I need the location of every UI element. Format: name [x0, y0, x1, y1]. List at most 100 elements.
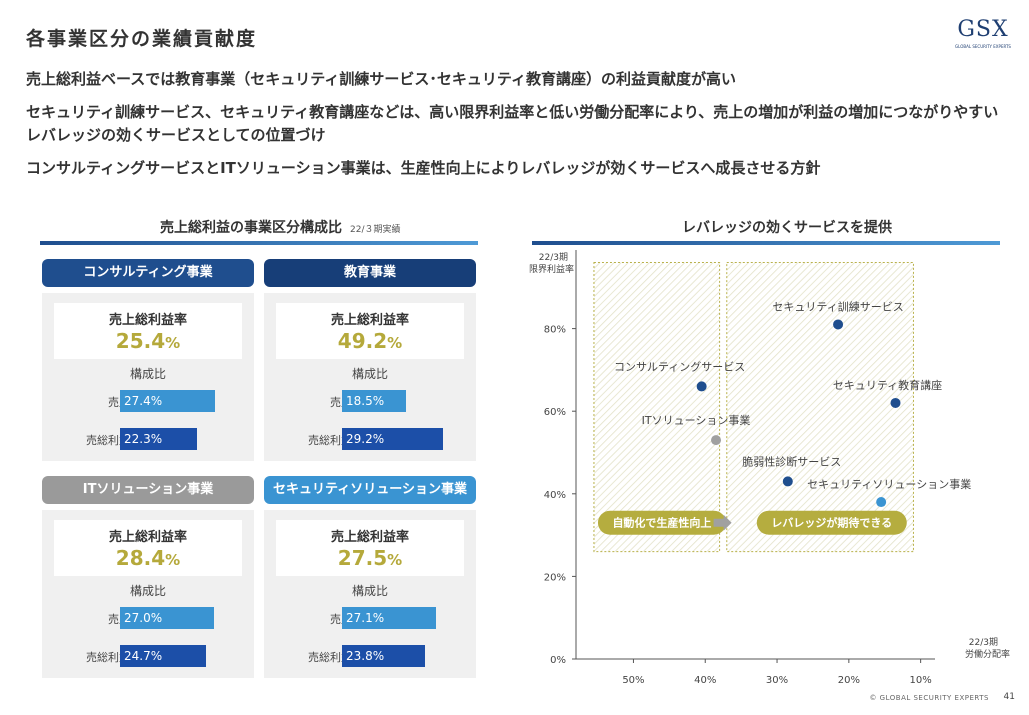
gross-margin-value: 49.2%	[276, 329, 464, 353]
scatter-point	[782, 476, 793, 487]
gross-margin-label: 売上総利益率	[330, 313, 409, 328]
y-axis-label-line2: 限界利益率	[529, 263, 574, 275]
y-axis-label-line1: 22/3期	[539, 252, 568, 263]
x-tick-label: 50%	[622, 675, 644, 686]
segment-header: セキュリティソリューション事業	[264, 476, 476, 504]
gross-profit-label: 売総利益	[308, 434, 352, 447]
chart-zone-1	[593, 262, 721, 553]
gross-profit-label: 売総利益	[308, 651, 352, 664]
scatter-point	[833, 319, 844, 330]
y-tick-label: 0%	[550, 655, 566, 666]
gross-margin-box: 売上総利益率 28.4%	[54, 520, 242, 576]
segment-body: 売上総利益率 27.5% 構成比 売上 27.1% 売総利益 23.8%	[264, 510, 476, 678]
gross-profit-label: 売総利益	[86, 651, 130, 664]
bullet-3: レバレッジの効くサービスとしての位置づけ	[26, 126, 326, 144]
x-axis-label-line2: 労働分配率	[965, 648, 1010, 660]
composition-title: 構成比	[351, 367, 388, 381]
gross-margin-label: 売上総利益率	[108, 530, 187, 545]
bullet-4: コンサルティングサービスとITソリューション事業は、生産性向上によりレバレッジが…	[26, 159, 821, 177]
segment-panel: コンサルティング事業 売上総利益率 25.4% 構成比 売上 27.4% 売総利…	[42, 259, 254, 461]
segment-body: 売上総利益率 25.4% 構成比 売上 27.4% 売総利益 22.3%	[42, 293, 254, 461]
bullet-2: セキュリティ訓練サービス、セキュリティ教育講座などは、高い限界利益率と低い労働分…	[26, 103, 999, 121]
gross-profit-bar: 23.8%	[342, 645, 425, 667]
scatter-point-label: セキュリティソリューション事業	[807, 478, 971, 491]
x-axis-label-line1: 22/3期	[969, 637, 998, 648]
segment-panel: セキュリティソリューション事業 売上総利益率 27.5% 構成比 売上 27.1…	[264, 476, 476, 678]
gross-margin-number: 27.5	[337, 546, 388, 570]
sales-row: 売上 27.4%	[42, 390, 254, 412]
logo-sub-text: GLOBAL SECURITY EXPERTS	[955, 44, 1011, 49]
y-tick-label: 60%	[544, 407, 566, 418]
leverage-scatter-chart: 自動化で生産性向上 レバレッジが期待できる 0% 20% 40% 60% 80% 50% 40%…	[529, 250, 1010, 686]
gross-margin-box: 売上総利益率 27.5%	[276, 520, 464, 576]
left-section-rule	[40, 241, 478, 245]
sales-row: 売上 27.0%	[42, 607, 254, 629]
gross-margin-number: 25.4	[115, 329, 166, 353]
gross-margin-value: 27.5%	[276, 546, 464, 570]
segment-header: ITソリューション事業	[42, 476, 254, 504]
gross-profit-row: 売総利益 22.3%	[42, 428, 254, 450]
bullet-1: 売上総利益ベースでは教育事業（セキュリティ訓練サービス･セキュリティ教育講座）の…	[26, 70, 736, 88]
sales-bar: 27.4%	[120, 390, 215, 412]
gross-margin-box: 売上総利益率 25.4%	[54, 303, 242, 359]
right-section-rule	[532, 241, 1000, 245]
gross-profit-label: 売総利益	[86, 434, 130, 447]
gross-profit-bar: 29.2%	[342, 428, 443, 450]
gross-margin-percent: %	[387, 334, 403, 352]
scatter-point-label: セキュリティ訓練サービス	[772, 299, 903, 313]
x-tick-label: 30%	[766, 675, 788, 686]
zone-label-productivity: 自動化で生産性向上	[612, 516, 711, 530]
gross-profit-bar: 22.3%	[120, 428, 197, 450]
gross-margin-percent: %	[165, 334, 181, 352]
gross-margin-label: 売上総利益率	[108, 313, 187, 328]
gross-margin-number: 49.2	[337, 329, 388, 353]
gross-margin-percent: %	[387, 551, 403, 569]
scatter-point-label: ITソリューション事業	[642, 414, 751, 427]
sales-bar: 27.1%	[342, 607, 436, 629]
scatter-point	[696, 381, 707, 392]
x-tick-label: 10%	[910, 675, 932, 686]
y-tick-label: 20%	[544, 572, 566, 583]
gross-profit-bar: 24.7%	[120, 645, 206, 667]
gross-margin-label: 売上総利益率	[330, 530, 409, 545]
right-section-title: レバレッジの効くサービスを提供	[682, 220, 892, 236]
gross-margin-value: 28.4%	[54, 546, 242, 570]
scatter-point-label: 脆弱性診断サービス	[742, 454, 841, 468]
zone-label-pill-productivity	[597, 510, 726, 535]
zone-arrow-icon	[713, 514, 732, 531]
segment-header: コンサルティング事業	[42, 259, 254, 287]
zone-label-pill-leverage	[756, 510, 907, 535]
sales-bar: 27.0%	[120, 607, 214, 629]
zone-label-leverage: レバレッジが期待できる	[771, 516, 892, 530]
segment-body: 売上総利益率 49.2% 構成比 売上 18.5% 売総利益 29.2%	[264, 293, 476, 461]
left-section-title: 売上総利益の事業区分構成比 22/３期実績	[160, 217, 401, 237]
composition-title: 構成比	[129, 367, 166, 381]
sales-row: 売上 27.1%	[264, 607, 476, 629]
x-tick-label: 40%	[694, 675, 716, 686]
scatter-point-label: コンサルティングサービス	[614, 359, 745, 373]
scatter-point	[711, 435, 722, 446]
y-tick-label: 40%	[544, 490, 566, 501]
scatter-point-label: セキュリティ教育講座	[833, 378, 942, 392]
composition-title: 構成比	[351, 584, 388, 598]
copyright-footer: © GLOBAL SECURITY EXPERTS	[869, 694, 989, 702]
gross-margin-number: 28.4	[115, 546, 166, 570]
left-section-title-text: 売上総利益の事業区分構成比	[160, 220, 342, 236]
segment-body: 売上総利益率 28.4% 構成比 売上 27.0% 売総利益 24.7%	[42, 510, 254, 678]
logo-main-text: GSX	[957, 17, 1009, 42]
page-title: 各事業区分の業績貢献度	[26, 28, 258, 50]
composition-title: 構成比	[129, 584, 166, 598]
x-tick-label: 20%	[838, 675, 860, 686]
sales-bar: 18.5%	[342, 390, 406, 412]
scatter-point	[890, 397, 901, 408]
gross-profit-row: 売総利益 23.8%	[264, 645, 476, 667]
segment-header: 教育事業	[264, 259, 476, 287]
y-tick-label: 80%	[544, 325, 566, 336]
left-section-note: 22/３期実績	[350, 225, 401, 235]
gross-profit-row: 売総利益 29.2%	[264, 428, 476, 450]
gsx-logo: GSX GLOBAL SECURITY EXPERTS	[953, 17, 1013, 50]
segment-panel: 教育事業 売上総利益率 49.2% 構成比 売上 18.5% 売総利益 29.2…	[264, 259, 476, 461]
gross-margin-box: 売上総利益率 49.2%	[276, 303, 464, 359]
segment-panel: ITソリューション事業 売上総利益率 28.4% 構成比 売上 27.0% 売総…	[42, 476, 254, 678]
scatter-point	[876, 497, 887, 508]
